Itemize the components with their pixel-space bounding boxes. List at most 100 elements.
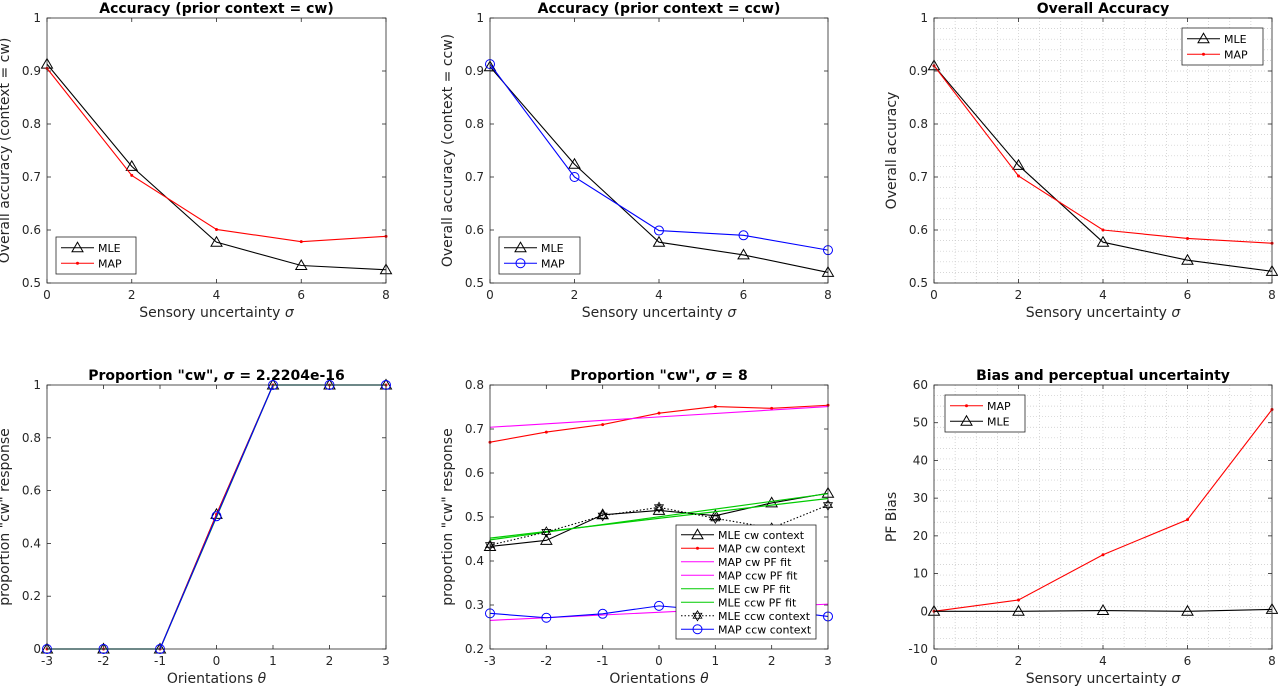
data-point — [130, 173, 134, 177]
y-tick-label: 0.8 — [22, 117, 41, 131]
x-tick-label: 2 — [768, 654, 776, 668]
legend-label: MLE cw context — [718, 529, 805, 542]
y-tick-label: 0.5 — [22, 276, 41, 290]
chart-4: -3 -2 -1 0 1 2 3 0 0.2 0.4 0.6 0.8 1 Proportion "cw",… — [0, 368, 393, 687]
legend-marker — [514, 241, 527, 253]
y-tick-label: 20 — [913, 529, 928, 543]
legend-entry: MAP — [504, 257, 565, 270]
x-tick-label: 1 — [269, 654, 277, 668]
y-tick-label: 0.9 — [909, 64, 928, 78]
y-tick-label: 0.5 — [909, 276, 928, 290]
y-tick-label: 0.5 — [465, 510, 484, 524]
chart-title: Accuracy (prior context = ccw) — [538, 1, 781, 17]
axes-frame — [46, 17, 387, 284]
x-tick-label: 0 — [43, 288, 51, 302]
x-tick-label: 3 — [382, 654, 390, 668]
legend-entry: MLE cw context — [681, 528, 805, 542]
y-tick-label: 50 — [913, 416, 928, 430]
series-line — [933, 65, 1273, 272]
chart-title: Accuracy (prior context = cw) — [99, 1, 333, 17]
chart-2: 0 2 4 6 8 0.5 0.6 0.7 0.8 0.9 1 Accuracy (prior con… — [440, 1, 835, 321]
legend: MLE MAP — [498, 236, 581, 275]
y-tick-label: 10 — [913, 567, 928, 581]
x-tick-label: 1 — [712, 654, 720, 668]
series-3 — [489, 406, 829, 428]
data-point — [710, 512, 721, 522]
data-point — [215, 227, 218, 231]
legend-box — [498, 236, 581, 275]
data-point — [737, 248, 750, 260]
grid — [934, 385, 1272, 649]
y-tick-label: 0.2 — [465, 642, 484, 656]
series-line — [489, 497, 829, 539]
data-point — [1186, 236, 1189, 240]
legend-box — [55, 236, 137, 275]
y-tick-label: 0.9 — [465, 64, 484, 78]
series-line — [489, 406, 829, 428]
data-point — [708, 509, 722, 521]
legend-label: MLE — [1224, 33, 1247, 46]
y-tick-label: 0.3 — [465, 598, 484, 612]
x-tick-label: 2 — [1015, 288, 1023, 302]
chart-5: -3 -2 -1 0 1 2 3 0.2 0.3 0.4 0.5 0.6 0.7 0.8 Proportio… — [440, 368, 835, 687]
legend-entry: MAP — [61, 257, 122, 270]
y-tick-label: 0.7 — [22, 170, 41, 184]
y-tick-label: 0.7 — [465, 422, 484, 436]
legend-marker — [960, 414, 973, 426]
chart-title: Bias and perceptual uncertainty — [976, 368, 1230, 384]
legend-label: MAP cw context — [718, 542, 806, 555]
y-tick-label: 0.6 — [22, 484, 41, 498]
y-tick-label: 40 — [913, 453, 928, 467]
data-point — [770, 406, 774, 410]
data-point — [1181, 604, 1194, 616]
data-point — [541, 526, 552, 535]
legend-box — [1181, 27, 1264, 66]
x-tick-label: 6 — [740, 288, 748, 302]
x-tick-label: 2 — [326, 654, 334, 668]
legend-label: MLE — [987, 415, 1010, 428]
x-axis-label: Sensory uncertainty σ — [582, 305, 738, 321]
y-axis-label: Overall accuracy (context = ccw) — [440, 34, 456, 267]
series-line — [489, 493, 829, 541]
y-tick-label: 0.9 — [22, 64, 41, 78]
data-point — [1017, 174, 1020, 178]
legend-entry: MAP — [950, 400, 1011, 413]
legend-label: MLE — [541, 242, 564, 255]
data-point — [597, 608, 608, 619]
data-point — [653, 501, 665, 511]
x-tick-label: 8 — [1268, 654, 1276, 668]
data-point — [125, 159, 139, 171]
x-tick-label: 4 — [1099, 654, 1107, 668]
legend-label: MAP ccw PF fit — [718, 569, 798, 582]
legend-label: MAP — [541, 257, 565, 270]
legend-entry: MLE ccw context — [681, 610, 811, 623]
x-tick-label: 3 — [824, 654, 832, 668]
legend: MLE MAP — [55, 236, 137, 275]
data-point — [1096, 604, 1110, 616]
y-axis-label: Overall accuracy (context = cw) — [0, 38, 13, 264]
legend-marker — [1202, 52, 1205, 56]
legend-entry: MAP ccw PF fit — [681, 569, 798, 582]
legend-entry: MAP cw context — [681, 542, 806, 555]
data-point — [1186, 518, 1189, 522]
x-tick-label: 8 — [824, 288, 832, 302]
axes-frame — [933, 384, 1273, 650]
y-tick-label: 0.4 — [22, 536, 41, 550]
data-point — [211, 511, 222, 522]
data-point — [1096, 235, 1110, 247]
y-tick-label: 0.5 — [465, 276, 484, 290]
legend-entry: MLE — [504, 241, 564, 255]
y-tick-label: 0.8 — [22, 431, 41, 445]
legend-marker — [76, 261, 79, 265]
data-point — [541, 529, 552, 538]
y-axis-label: PF Bias — [884, 492, 900, 542]
data-point — [294, 259, 308, 271]
axes-frame — [489, 384, 829, 650]
legend-label: MLE cw PF fit — [718, 583, 791, 596]
x-tick-label: 8 — [382, 288, 390, 302]
legend-label: MAP — [1224, 48, 1248, 61]
x-tick-label: 0 — [930, 288, 938, 302]
data-point — [1012, 604, 1025, 616]
legend-entry: MLE — [1187, 32, 1247, 46]
